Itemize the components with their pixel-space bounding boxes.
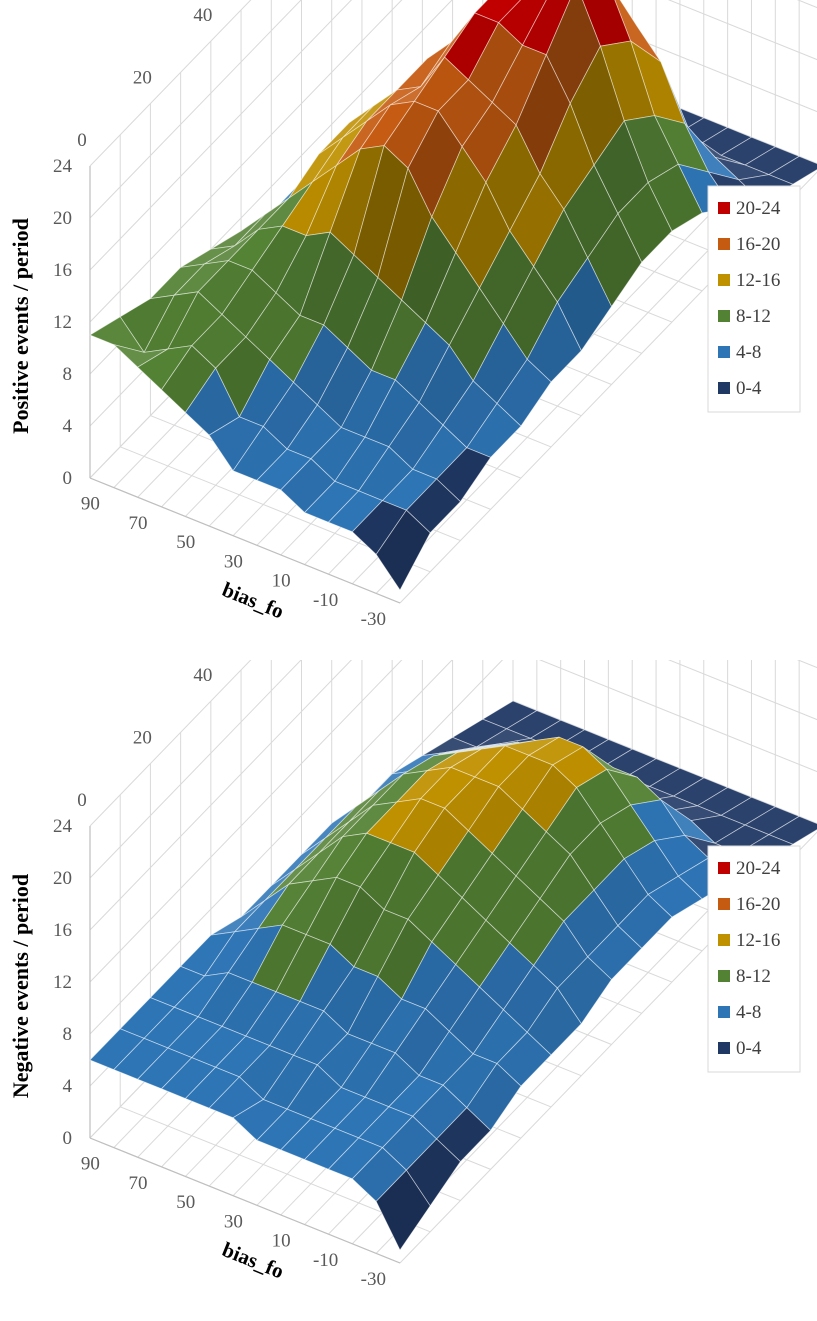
legend-label: 16-20 <box>736 234 780 255</box>
z-axis-title: Positive events / period <box>8 218 33 434</box>
floor-gridline-x <box>120 1106 431 1233</box>
legend-swatch <box>718 898 730 910</box>
positive-events-chart: 048121620240204060801001201409070503010-… <box>0 0 817 660</box>
legend: 20-24 16-20 12-16 8-12 4-8 0-4 <box>707 845 801 1073</box>
z-tick-label: 24 <box>53 816 73 837</box>
wall-gridline-z <box>89 660 817 983</box>
wall-gridline-z <box>89 0 353 271</box>
z-tick-label: 4 <box>63 1076 73 1097</box>
wall-gridline-z <box>89 660 252 827</box>
z-tick-label: 16 <box>53 920 72 941</box>
z-tick-label: 20 <box>53 868 72 889</box>
y-axis-line <box>89 1137 401 1264</box>
legend: 20-24 16-20 12-16 8-12 4-8 0-4 <box>707 185 801 413</box>
surface <box>89 700 817 1251</box>
wall-gridline-z <box>89 660 302 879</box>
z-tick-label: 16 <box>53 260 72 281</box>
legend-label: 4-8 <box>736 342 761 363</box>
legend-swatch <box>718 346 730 358</box>
legend-label: 16-20 <box>736 894 780 915</box>
z-tick-label: 4 <box>63 416 73 437</box>
y-tick-label: -10 <box>313 1250 338 1271</box>
surface-cell <box>375 509 431 591</box>
z-tick-label: 8 <box>63 364 73 385</box>
legend-swatch <box>718 202 730 214</box>
z-tick-label: 12 <box>53 972 72 993</box>
legend-label: 4-8 <box>736 1002 761 1023</box>
wall-gridline-z <box>89 0 817 375</box>
ticks: 048121620240204060801001201409070503010-… <box>53 5 386 630</box>
z-tick-label: 8 <box>63 1024 73 1045</box>
x-tick-label: 40 <box>193 5 212 26</box>
y-tick-label: 70 <box>129 513 148 534</box>
legend-label: 8-12 <box>736 306 771 327</box>
y-tick-label: 10 <box>272 571 291 592</box>
legend-label: 8-12 <box>736 966 771 987</box>
z-tick-label: 0 <box>63 468 73 489</box>
y-tick-label: 50 <box>176 1192 195 1213</box>
x-tick-label: 0 <box>77 130 87 151</box>
legend-swatch <box>718 1006 730 1018</box>
y-tick-label: 50 <box>176 532 195 553</box>
legend-swatch <box>718 862 730 874</box>
legend-label: 12-16 <box>736 930 780 951</box>
y-tick-label: -10 <box>313 590 338 611</box>
y-tick-label: 10 <box>272 1231 291 1252</box>
z-tick-label: 12 <box>53 312 72 333</box>
negative-events-surface-svg: 048121620240204060801001201409070503010-… <box>8 660 817 1290</box>
legend-label: 12-16 <box>736 270 780 291</box>
ticks: 048121620240204060801001201409070503010-… <box>53 665 386 1290</box>
surface-cell <box>375 1169 431 1251</box>
legend-swatch <box>718 382 730 394</box>
wall-gridline-z <box>89 0 252 167</box>
legend-swatch <box>718 970 730 982</box>
legend-swatch <box>718 238 730 250</box>
x-tick-label: 40 <box>193 665 212 686</box>
legend-label: 0-4 <box>736 1038 762 1059</box>
y-tick-label: 30 <box>224 551 243 572</box>
legend-label: 20-24 <box>736 858 781 879</box>
legend-label: 20-24 <box>736 198 781 219</box>
x-tick-label: 20 <box>133 728 152 749</box>
y-tick-label: 90 <box>81 1154 100 1175</box>
z-tick-label: 0 <box>63 1128 73 1149</box>
wall-gridline-z <box>89 0 302 219</box>
y-tick-label: 70 <box>129 1173 148 1194</box>
positive-events-surface-svg: 048121620240204060801001201409070503010-… <box>8 0 817 630</box>
y-tick-label: -30 <box>361 1269 386 1290</box>
legend-swatch <box>718 310 730 322</box>
x-tick-label: 0 <box>77 790 87 811</box>
z-tick-label: 24 <box>53 156 73 177</box>
legend-swatch <box>718 274 730 286</box>
x-tick-label: 20 <box>133 68 152 89</box>
z-axis-title: Negative events / period <box>8 874 33 1098</box>
wall-gridline-z <box>89 660 817 1035</box>
legend-swatch <box>718 934 730 946</box>
legend-box <box>707 845 801 1073</box>
y-axis-line <box>89 477 401 604</box>
negative-events-chart: 048121620240204060801001201409070503010-… <box>0 660 817 1320</box>
wall-gridline-z <box>89 0 817 323</box>
legend-box <box>707 185 801 413</box>
z-tick-label: 20 <box>53 208 72 229</box>
legend-label: 0-4 <box>736 378 762 399</box>
legend-swatch <box>718 1042 730 1054</box>
wall-gridline-z <box>89 660 353 931</box>
y-tick-label: -30 <box>361 609 386 630</box>
surface <box>89 0 817 591</box>
y-tick-label: 30 <box>224 1211 243 1232</box>
y-tick-label: 90 <box>81 494 100 515</box>
